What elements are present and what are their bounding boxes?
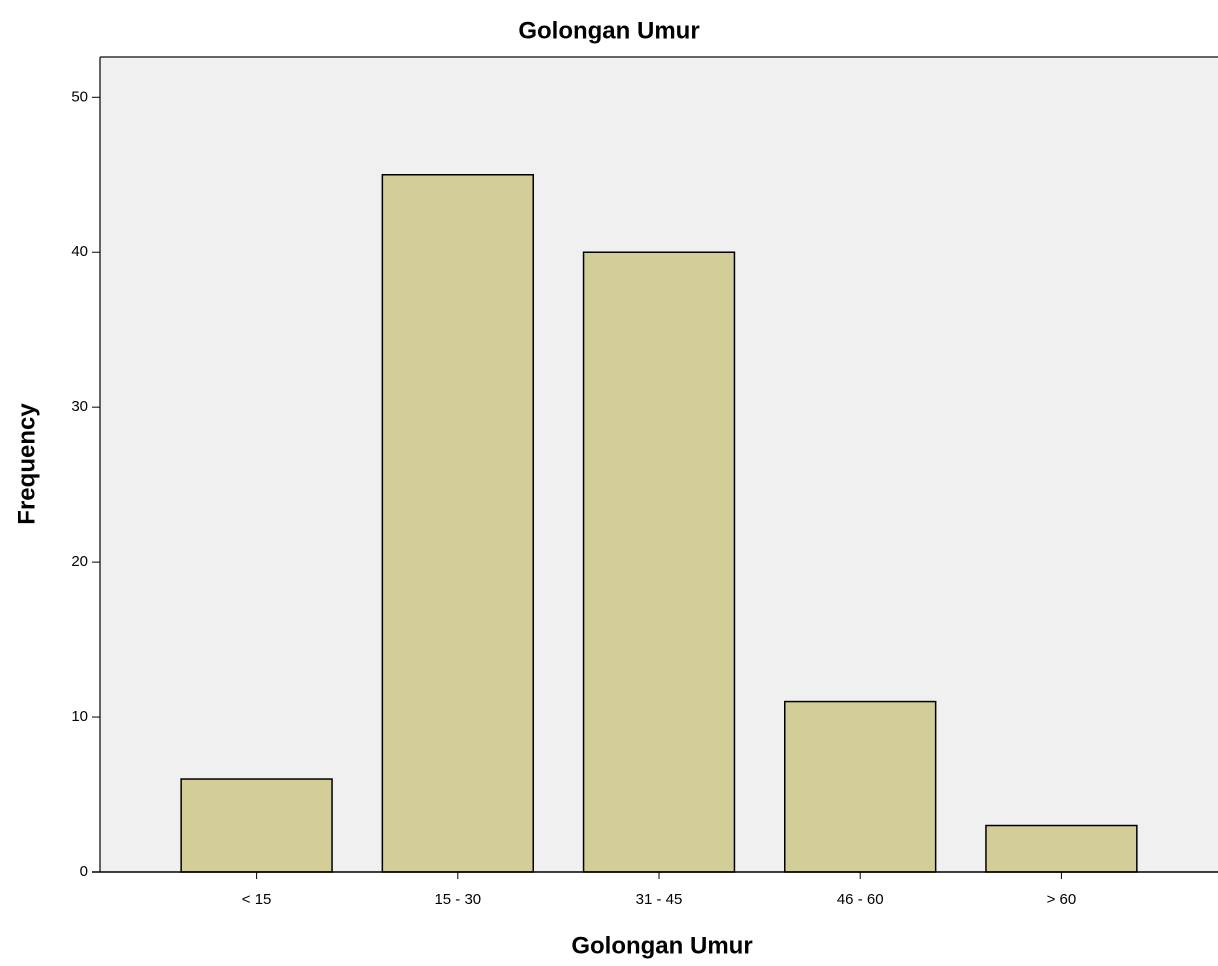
x-tick-label: 31 - 45 [636, 891, 683, 908]
bar [784, 700, 937, 873]
x-axis-title: Golongan Umur [571, 932, 752, 959]
bar [381, 174, 534, 873]
y-tick-label: 0 [80, 863, 88, 880]
x-tick-label: < 15 [242, 891, 272, 908]
x-tick-label: 15 - 30 [434, 891, 481, 908]
y-tick-label: 30 [71, 398, 88, 415]
y-tick-label: 50 [71, 88, 88, 105]
y-tick-label: 40 [71, 243, 88, 260]
x-tick-label: > 60 [1047, 891, 1077, 908]
y-axis-title: Frequency [13, 403, 40, 525]
bar [180, 778, 333, 873]
bar [582, 251, 736, 873]
x-tick-label: 46 - 60 [837, 891, 884, 908]
bar [985, 824, 1138, 873]
y-tick-label: 20 [71, 553, 88, 570]
chart-title: Golongan Umur [518, 17, 699, 44]
y-tick-label: 10 [71, 708, 88, 725]
